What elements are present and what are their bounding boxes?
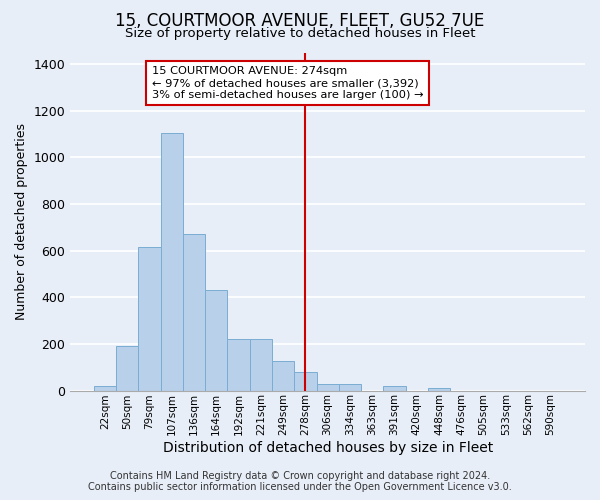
Bar: [339, 384, 361, 390]
Y-axis label: Number of detached properties: Number of detached properties: [15, 123, 28, 320]
X-axis label: Distribution of detached houses by size in Fleet: Distribution of detached houses by size …: [163, 441, 493, 455]
Bar: [94, 386, 116, 390]
Text: 15 COURTMOOR AVENUE: 274sqm
← 97% of detached houses are smaller (3,392)
3% of s: 15 COURTMOOR AVENUE: 274sqm ← 97% of det…: [152, 66, 423, 100]
Text: Size of property relative to detached houses in Fleet: Size of property relative to detached ho…: [125, 28, 475, 40]
Bar: [227, 340, 250, 390]
Bar: [161, 133, 183, 390]
Bar: [250, 340, 272, 390]
Bar: [294, 372, 317, 390]
Bar: [317, 384, 339, 390]
Bar: [205, 290, 227, 390]
Bar: [138, 247, 161, 390]
Bar: [428, 388, 450, 390]
Bar: [383, 386, 406, 390]
Bar: [116, 346, 138, 391]
Bar: [272, 362, 294, 390]
Text: Contains HM Land Registry data © Crown copyright and database right 2024.
Contai: Contains HM Land Registry data © Crown c…: [88, 471, 512, 492]
Text: 15, COURTMOOR AVENUE, FLEET, GU52 7UE: 15, COURTMOOR AVENUE, FLEET, GU52 7UE: [115, 12, 485, 30]
Bar: [183, 234, 205, 390]
